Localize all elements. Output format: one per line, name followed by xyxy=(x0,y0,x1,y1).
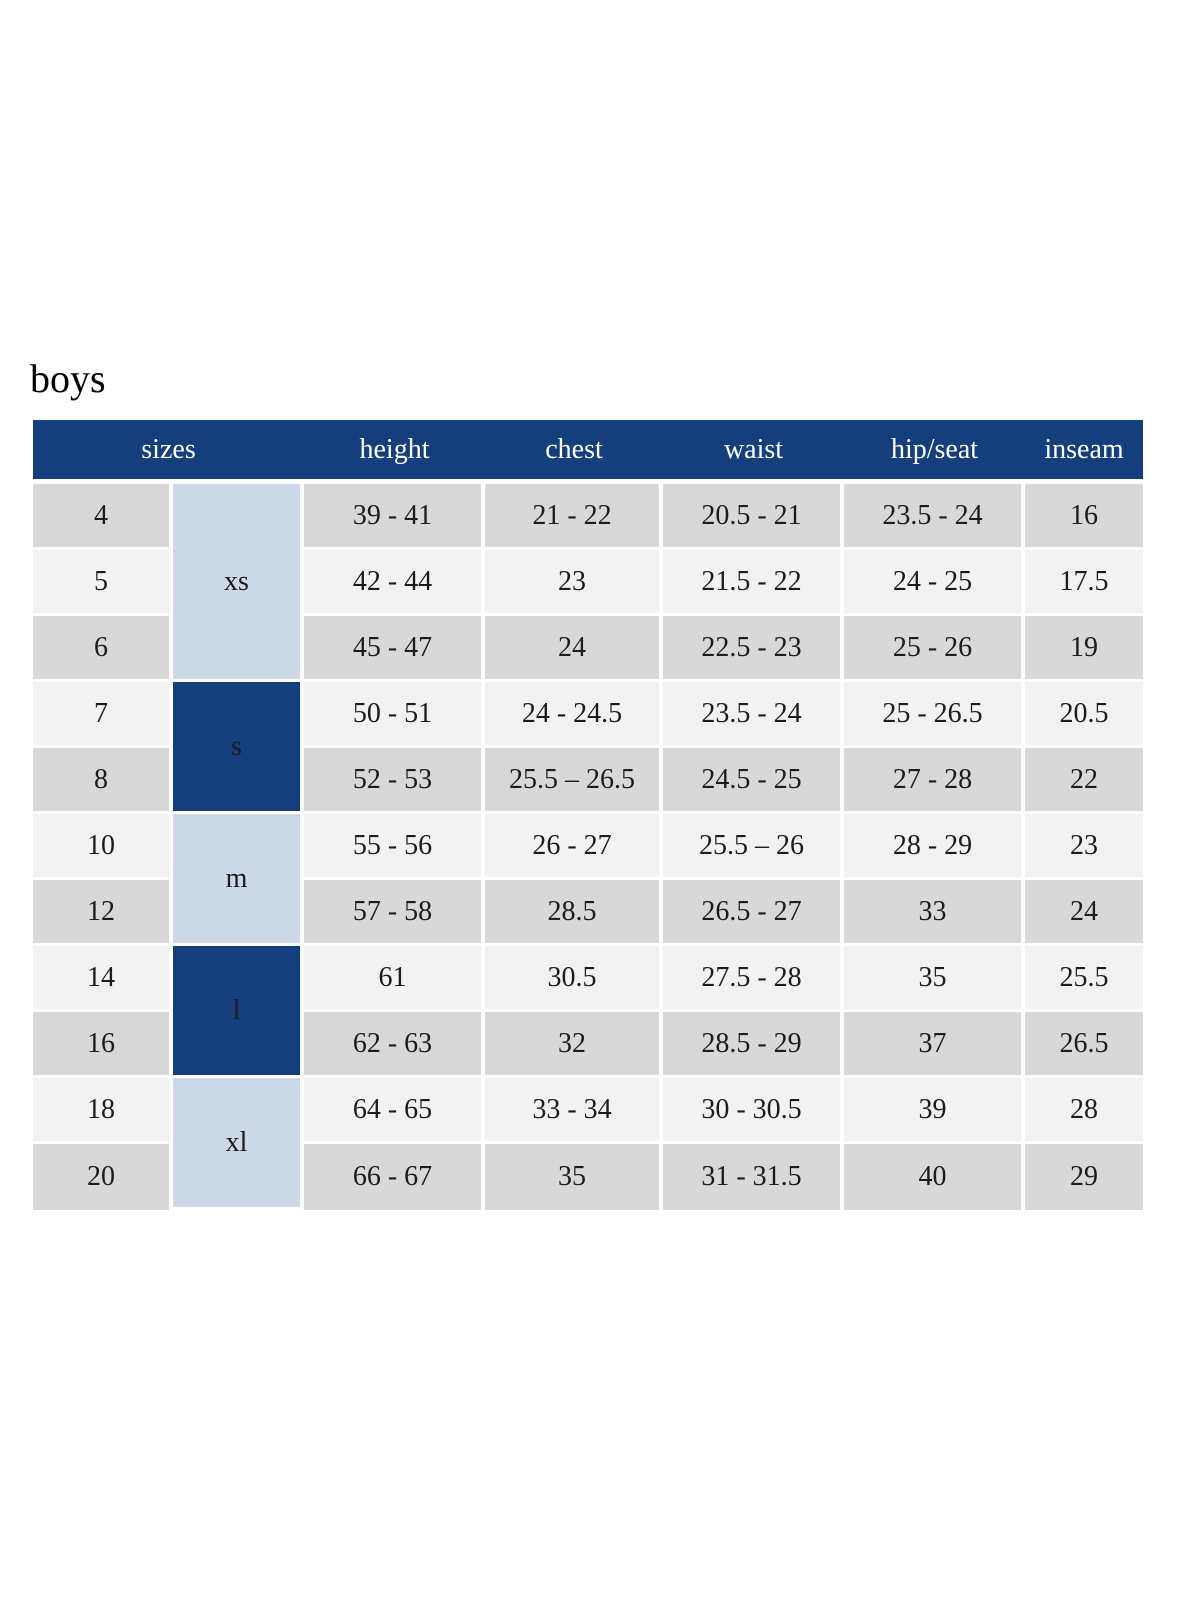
chest-cell: 32 xyxy=(485,1012,663,1078)
hip-seat-cell: 23.5 - 24 xyxy=(844,484,1025,550)
hip-seat-cell: 40 xyxy=(844,1144,1025,1210)
waist-cell: 31 - 31.5 xyxy=(663,1144,844,1210)
table-row: 6 45 - 47 24 22.5 - 23 25 - 26 19 xyxy=(33,616,1143,682)
chest-cell: 33 - 34 xyxy=(485,1078,663,1144)
size-group-cell: xs xyxy=(173,484,304,682)
hip-seat-cell: 24 - 25 xyxy=(844,550,1025,616)
inseam-cell: 24 xyxy=(1025,880,1143,946)
inseam-cell: 25.5 xyxy=(1025,946,1143,1012)
column-header-chest: chest xyxy=(485,420,663,484)
hip-seat-cell: 27 - 28 xyxy=(844,748,1025,814)
height-cell: 50 - 51 xyxy=(304,682,485,748)
waist-cell: 23.5 - 24 xyxy=(663,682,844,748)
table-row: 5 42 - 44 23 21.5 - 22 24 - 25 17.5 xyxy=(33,550,1143,616)
waist-cell: 22.5 - 23 xyxy=(663,616,844,682)
table-row: 18 xl 64 - 65 33 - 34 30 - 30.5 39 28 xyxy=(33,1078,1143,1210)
waist-cell: 26.5 - 27 xyxy=(663,880,844,946)
hip-seat-cell: 37 xyxy=(844,1012,1025,1078)
inseam-cell: 29 xyxy=(1025,1144,1143,1210)
size-cell: 5 xyxy=(33,550,173,616)
hip-seat-cell: 28 - 29 xyxy=(844,814,1025,880)
chest-cell: 24 - 24.5 xyxy=(485,682,663,748)
chest-cell: 30.5 xyxy=(485,946,663,1012)
hip-seat-cell: 25 - 26.5 xyxy=(844,682,1025,748)
hip-seat-cell: 25 - 26 xyxy=(844,616,1025,682)
chest-cell: 21 - 22 xyxy=(485,484,663,550)
height-cell: 52 - 53 xyxy=(304,748,485,814)
size-cell: 6 xyxy=(33,616,173,682)
inseam-cell: 16 xyxy=(1025,484,1143,550)
inseam-cell: 26.5 xyxy=(1025,1012,1143,1078)
inseam-cell: 28 xyxy=(1025,1078,1143,1144)
size-cell: 10 xyxy=(33,814,173,880)
size-group-cell: s xyxy=(173,682,304,814)
chest-cell: 25.5 – 26.5 xyxy=(485,748,663,814)
hip-seat-cell: 39 xyxy=(844,1078,1025,1144)
size-cell: 8 xyxy=(33,748,173,814)
height-cell: 62 - 63 xyxy=(304,1012,485,1078)
waist-cell: 21.5 - 22 xyxy=(663,550,844,616)
inseam-cell: 22 xyxy=(1025,748,1143,814)
inseam-cell: 20.5 xyxy=(1025,682,1143,748)
chest-cell: 23 xyxy=(485,550,663,616)
size-group-cell: xl xyxy=(173,1078,304,1210)
height-cell: 64 - 65 xyxy=(304,1078,485,1144)
size-cell: 16 xyxy=(33,1012,173,1078)
waist-cell: 27.5 - 28 xyxy=(663,946,844,1012)
table-row: 14 l 61 30.5 27.5 - 28 35 25.5 xyxy=(33,946,1143,1078)
height-cell: 57 - 58 xyxy=(304,880,485,946)
size-cell: 12 xyxy=(33,880,173,946)
table-row: 7 s 50 - 51 24 - 24.5 23.5 - 24 25 - 26.5 20.5 xyxy=(33,682,1143,814)
boys-size-chart-table: sizes height chest waist hip/seat inseam… xyxy=(33,420,1143,1210)
table-row: 10 m 55 - 56 26 - 27 25.5 – 26 28 - 29 23 xyxy=(33,814,1143,946)
height-cell: 61 xyxy=(304,946,485,1012)
header-row: sizes height chest waist hip/seat inseam xyxy=(33,420,1143,484)
hip-seat-cell: 33 xyxy=(844,880,1025,946)
column-header-height: height xyxy=(304,420,485,484)
hip-seat-cell: 35 xyxy=(844,946,1025,1012)
table-row: 16 62 - 63 32 28.5 - 29 37 26.5 xyxy=(33,1012,1143,1078)
table-row: 12 57 - 58 28.5 26.5 - 27 33 24 xyxy=(33,880,1143,946)
height-cell: 66 - 67 xyxy=(304,1144,485,1210)
chest-cell: 24 xyxy=(485,616,663,682)
chest-cell: 28.5 xyxy=(485,880,663,946)
column-header-hip-seat: hip/seat xyxy=(844,420,1025,484)
inseam-cell: 23 xyxy=(1025,814,1143,880)
chest-cell: 26 - 27 xyxy=(485,814,663,880)
waist-cell: 25.5 – 26 xyxy=(663,814,844,880)
size-cell: 7 xyxy=(33,682,173,748)
column-header-waist: waist xyxy=(663,420,844,484)
table-row: 8 52 - 53 25.5 – 26.5 24.5 - 25 27 - 28 22 xyxy=(33,748,1143,814)
size-cell: 4 xyxy=(33,484,173,550)
height-cell: 39 - 41 xyxy=(304,484,485,550)
inseam-cell: 19 xyxy=(1025,616,1143,682)
chest-cell: 35 xyxy=(485,1144,663,1210)
size-group-cell: l xyxy=(173,946,304,1078)
height-cell: 45 - 47 xyxy=(304,616,485,682)
table-row: 20 66 - 67 35 31 - 31.5 40 29 xyxy=(33,1144,1143,1210)
size-group-cell: m xyxy=(173,814,304,946)
table-header: sizes height chest waist hip/seat inseam xyxy=(33,420,1143,484)
height-cell: 55 - 56 xyxy=(304,814,485,880)
waist-cell: 20.5 - 21 xyxy=(663,484,844,550)
table-body: 4 xs 39 - 41 21 - 22 20.5 - 21 23.5 - 24 16 5 42… xyxy=(33,484,1143,1210)
waist-cell: 30 - 30.5 xyxy=(663,1078,844,1144)
page-title: boys xyxy=(30,356,106,401)
column-header-sizes: sizes xyxy=(33,420,304,484)
size-cell: 14 xyxy=(33,946,173,1012)
size-cell: 20 xyxy=(33,1144,173,1210)
inseam-cell: 17.5 xyxy=(1025,550,1143,616)
column-header-inseam: inseam xyxy=(1025,420,1143,484)
waist-cell: 28.5 - 29 xyxy=(663,1012,844,1078)
waist-cell: 24.5 - 25 xyxy=(663,748,844,814)
height-cell: 42 - 44 xyxy=(304,550,485,616)
size-cell: 18 xyxy=(33,1078,173,1144)
table-row: 4 xs 39 - 41 21 - 22 20.5 - 21 23.5 - 24 16 xyxy=(33,484,1143,682)
